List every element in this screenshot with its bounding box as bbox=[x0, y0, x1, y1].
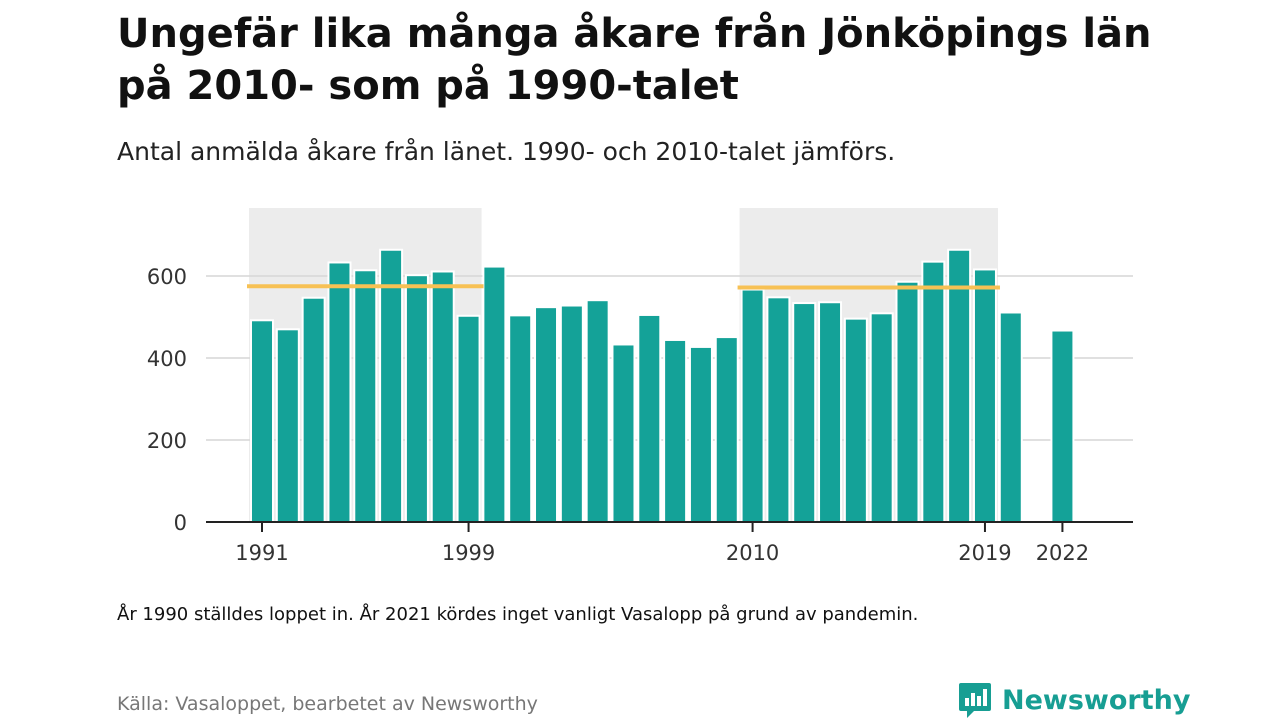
bar-2009 bbox=[714, 336, 739, 523]
bar-1994 bbox=[327, 261, 352, 523]
chart-note: År 1990 ställdes loppet in. År 2021 körd… bbox=[117, 604, 919, 625]
bar-2007 bbox=[663, 338, 688, 523]
bar-2010 bbox=[740, 288, 765, 523]
x-tick-label-2010: 2010 bbox=[726, 541, 779, 565]
bar-2019 bbox=[972, 268, 997, 523]
bar-1998 bbox=[430, 270, 455, 523]
bar-2001 bbox=[508, 314, 533, 523]
bar-1997 bbox=[404, 274, 429, 524]
bar-2011 bbox=[766, 296, 791, 523]
chart-title: Ungefär lika många åkare från Jönköpings… bbox=[117, 11, 1152, 109]
y-tick-label-0: 0 bbox=[174, 511, 187, 535]
bar-2006 bbox=[637, 313, 662, 523]
x-tick-label-2022: 2022 bbox=[1036, 541, 1089, 565]
bar-chart: 0 200 400 600 1991 1999 2010 2019 2022 bbox=[147, 208, 1133, 565]
bar-2008 bbox=[688, 345, 713, 523]
bar-1992 bbox=[275, 328, 300, 523]
bar-2016 bbox=[895, 280, 920, 523]
bar-1993 bbox=[301, 296, 326, 524]
bar-2004 bbox=[585, 299, 610, 523]
bar-2022 bbox=[1050, 329, 1075, 523]
period-average-lines bbox=[247, 284, 1000, 290]
bar-1995 bbox=[353, 269, 378, 524]
bar-2012 bbox=[792, 302, 817, 523]
x-tick-label-2019: 2019 bbox=[958, 541, 1011, 565]
y-tick-label-200: 200 bbox=[147, 429, 187, 453]
bar-2002 bbox=[534, 306, 559, 523]
x-tick-label-1999: 1999 bbox=[442, 541, 495, 565]
brand-name: Newsworthy bbox=[1002, 684, 1191, 716]
brand-logo: Newsworthy bbox=[958, 680, 1190, 720]
bar-2014 bbox=[843, 317, 868, 523]
bar-2003 bbox=[559, 304, 584, 523]
bar-2018 bbox=[947, 248, 972, 523]
axes: 0 200 400 600 1991 1999 2010 2019 2022 bbox=[147, 265, 1133, 565]
chart-subtitle: Antal anmälda åkare från länet. 1990- oc… bbox=[117, 137, 896, 166]
x-tick-label-1991: 1991 bbox=[235, 541, 288, 565]
bars bbox=[250, 248, 1075, 524]
bar-2020 bbox=[998, 311, 1023, 523]
bar-1999 bbox=[456, 314, 481, 523]
bar-2015 bbox=[869, 312, 894, 523]
y-tick-label-400: 400 bbox=[147, 347, 187, 371]
bar-2017 bbox=[921, 260, 946, 524]
y-tick-label-600: 600 bbox=[147, 265, 187, 289]
bar-2005 bbox=[611, 343, 636, 523]
bar-2013 bbox=[818, 301, 843, 523]
bar-2000 bbox=[482, 265, 507, 523]
bar-1991 bbox=[250, 319, 274, 523]
source-credit: Källa: Vasaloppet, bearbetet av Newswort… bbox=[117, 693, 538, 715]
bar-1996 bbox=[379, 248, 404, 523]
newsworthy-logo-icon bbox=[959, 683, 991, 718]
